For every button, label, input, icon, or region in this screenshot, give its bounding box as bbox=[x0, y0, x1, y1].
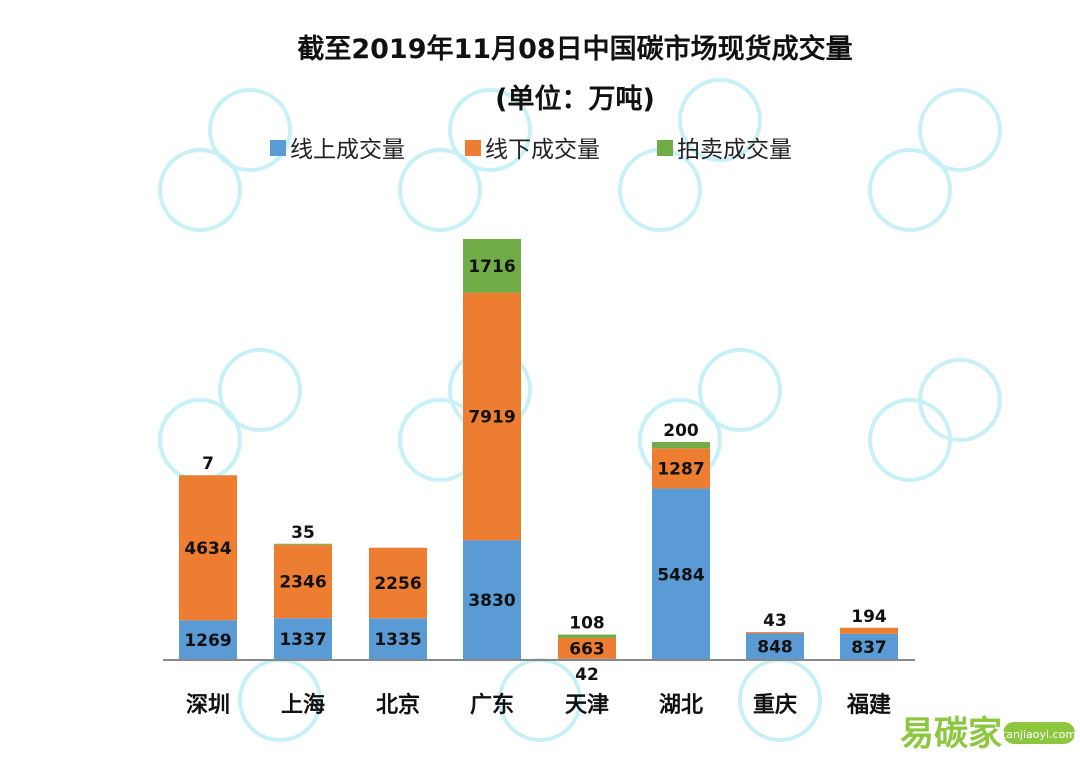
watermark-circle bbox=[918, 88, 1002, 172]
data-label: 7 bbox=[202, 454, 214, 474]
legend-label: 拍卖成交量 bbox=[677, 137, 792, 163]
category-label: 广东 bbox=[470, 692, 514, 718]
watermark-circle bbox=[158, 148, 242, 232]
bar-segment bbox=[558, 634, 616, 638]
bar-segment bbox=[840, 627, 898, 634]
logo: 易碳家 tanjiaoyi.com bbox=[900, 714, 1076, 754]
data-label: 848 bbox=[757, 638, 793, 658]
data-label: 35 bbox=[291, 523, 315, 543]
category-labels: 深圳 上海 北京 广东 天津 湖北 重庆 福建 bbox=[186, 692, 891, 718]
bar-segment bbox=[369, 618, 427, 660]
bar-segment bbox=[274, 618, 332, 660]
category-label: 湖北 bbox=[659, 693, 703, 718]
data-label: 42 bbox=[575, 665, 599, 685]
watermark-circle bbox=[448, 88, 532, 172]
data-label: 194 bbox=[851, 607, 887, 627]
bar-segment bbox=[558, 637, 616, 659]
category-label: 重庆 bbox=[753, 692, 797, 718]
bar-segment bbox=[652, 442, 710, 449]
bar-segment bbox=[179, 475, 237, 621]
data-label: 3830 bbox=[468, 591, 515, 611]
legend-label: 线上成交量 bbox=[290, 137, 405, 163]
data-label: 2346 bbox=[279, 573, 326, 593]
bar-segment bbox=[179, 620, 237, 660]
category-label: 天津 bbox=[565, 692, 609, 718]
data-label: 2256 bbox=[374, 574, 421, 594]
data-label: 1287 bbox=[657, 459, 704, 479]
watermark-circle bbox=[208, 88, 292, 172]
watermark-circle bbox=[918, 358, 1002, 442]
bar-segment bbox=[746, 633, 804, 660]
bar-segment bbox=[652, 448, 710, 489]
watermark-circle bbox=[698, 348, 782, 432]
watermark-circle bbox=[678, 78, 762, 162]
legend-swatch bbox=[657, 140, 673, 156]
data-label: 1335 bbox=[374, 630, 421, 650]
legend-swatch bbox=[270, 140, 286, 156]
bar-segment bbox=[840, 633, 898, 660]
data-label: 43 bbox=[763, 611, 787, 631]
legend-swatch bbox=[465, 140, 481, 156]
watermark-circle bbox=[398, 148, 482, 232]
data-label: 200 bbox=[663, 421, 699, 441]
category-label: 北京 bbox=[376, 692, 420, 718]
data-label: 1716 bbox=[468, 257, 515, 277]
bar-segment bbox=[463, 292, 521, 541]
data-label: 108 bbox=[569, 614, 605, 634]
bar-segment bbox=[746, 632, 804, 634]
data-label: 5484 bbox=[657, 565, 704, 585]
data-label: 663 bbox=[569, 639, 605, 659]
data-label: 7919 bbox=[468, 407, 515, 427]
data-label: 4634 bbox=[184, 539, 231, 559]
category-label: 深圳 bbox=[186, 693, 230, 718]
bar-segment bbox=[369, 547, 427, 619]
bar-segment bbox=[463, 239, 521, 293]
watermark-circle bbox=[218, 348, 302, 432]
bar-segment bbox=[274, 543, 332, 545]
logo-text: 易碳家 bbox=[900, 714, 1002, 754]
legend-label: 线下成交量 bbox=[485, 137, 600, 163]
data-label: 837 bbox=[851, 638, 887, 658]
logo-domain: tanjiaoyi.com bbox=[1002, 728, 1076, 741]
category-label: 上海 bbox=[281, 692, 325, 718]
bars: 1269 4634 7 1337 2346 35 1335 2256 3830 7919 1716 4… bbox=[179, 239, 898, 685]
bar-segment bbox=[463, 540, 521, 660]
watermark-circle bbox=[868, 148, 952, 232]
bar-segment bbox=[274, 544, 332, 619]
chart-title: 截至2019年11月08日中国碳市场现货成交量 bbox=[297, 33, 852, 65]
data-label: 1337 bbox=[279, 630, 326, 650]
category-label: 福建 bbox=[846, 693, 891, 718]
chart-subtitle: (单位：万吨) bbox=[495, 83, 655, 115]
legend: 线上成交量 线下成交量 拍卖成交量 bbox=[270, 137, 792, 163]
data-label: 1269 bbox=[184, 631, 231, 651]
watermark-circle bbox=[868, 398, 952, 482]
bar-segment bbox=[652, 488, 710, 660]
